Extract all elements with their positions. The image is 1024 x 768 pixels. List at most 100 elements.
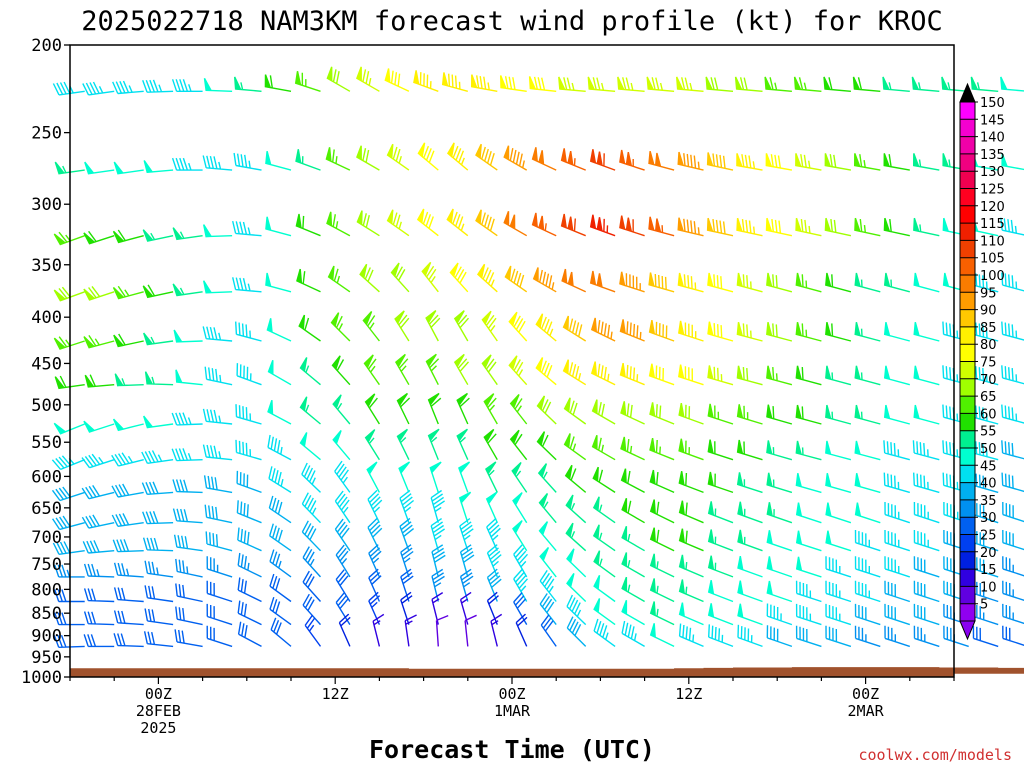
wind-barb — [441, 72, 468, 92]
barb-shape — [825, 603, 852, 626]
wind-barb — [458, 491, 472, 523]
wind-barb — [83, 634, 115, 648]
wind-barb — [113, 562, 144, 578]
wind-barb — [795, 556, 822, 578]
barb-shape — [707, 529, 734, 552]
wind-barb — [708, 624, 734, 648]
wind-barb — [619, 362, 645, 386]
barb-shape — [302, 570, 322, 602]
barb-shape — [172, 227, 203, 241]
barb-shape — [83, 634, 115, 648]
wind-barb — [736, 272, 763, 293]
wind-barb — [736, 322, 763, 342]
barb-shape — [884, 603, 911, 626]
wind-barb — [766, 556, 793, 578]
barb-shape — [591, 399, 616, 425]
wind-barb — [173, 329, 203, 343]
barb-shape — [54, 589, 85, 603]
wind-barb — [171, 157, 203, 171]
barb-shape — [384, 68, 410, 92]
wind-barb — [356, 210, 380, 237]
barb-shape — [562, 359, 587, 386]
wind-barb — [707, 471, 734, 494]
wind-barb — [560, 148, 586, 171]
wind-barb — [144, 371, 174, 386]
wind-barb — [266, 318, 292, 342]
wind-barb — [707, 439, 734, 461]
wind-barb — [825, 365, 852, 386]
colorbar-tick-label: 130 — [980, 165, 1005, 180]
barb-shape — [1000, 76, 1024, 92]
wind-barb — [83, 335, 115, 349]
wind-barb — [430, 489, 445, 523]
barb-shape — [854, 473, 881, 494]
wind-barb — [1002, 556, 1024, 577]
wind-barb — [539, 547, 557, 578]
wind-barb — [235, 439, 262, 461]
barb-shape — [1002, 529, 1024, 551]
wind-barb — [883, 365, 910, 386]
barb-shape — [82, 81, 115, 96]
wind-barb — [825, 502, 852, 524]
wind-barb — [171, 79, 203, 92]
barb-shape — [942, 321, 969, 342]
barb-shape — [486, 544, 502, 578]
wind-barb — [144, 560, 174, 578]
wind-barb — [427, 392, 442, 425]
barb-shape — [795, 322, 822, 342]
wind-barb — [825, 580, 852, 603]
wind-barb — [171, 412, 203, 426]
wind-barb — [766, 472, 793, 494]
colorbar-tick-label: 120 — [980, 200, 1005, 215]
barb-shape — [617, 76, 645, 92]
wind-barb — [824, 153, 852, 171]
barb-shape — [54, 375, 85, 390]
barb-shape — [441, 72, 468, 92]
barb-shape — [795, 556, 822, 578]
wind-barb — [561, 268, 586, 293]
wind-barb — [446, 142, 469, 171]
barb-shape — [852, 76, 881, 92]
wind-barb — [1000, 217, 1024, 236]
barb-shape — [593, 598, 616, 626]
wind-barb — [913, 404, 940, 425]
wind-barb — [143, 415, 174, 429]
wind-barb — [795, 502, 822, 524]
barb-shape — [566, 548, 587, 578]
barb-shape — [942, 440, 969, 461]
barb-shape — [678, 402, 704, 425]
wind-barb — [825, 530, 852, 552]
barb-shape — [458, 491, 472, 523]
barb-shape — [427, 392, 442, 425]
wind-barb — [269, 573, 292, 603]
barb-shape — [558, 76, 586, 92]
wind-barb — [112, 80, 144, 95]
wind-barb — [111, 513, 144, 527]
barb-shape — [1001, 321, 1024, 341]
barb-shape — [142, 511, 174, 525]
wind-barb — [621, 620, 645, 648]
wind-barb — [325, 147, 351, 171]
barb-shape — [413, 70, 439, 92]
wind-barb — [943, 625, 969, 648]
wind-barb — [620, 436, 645, 461]
barb-shape — [913, 365, 940, 386]
barb-shape — [269, 523, 292, 552]
wind-barb — [81, 485, 115, 500]
barb-shape — [854, 580, 881, 603]
wind-barb — [1001, 321, 1024, 341]
barb-shape — [913, 272, 940, 293]
wind-barb — [943, 501, 969, 524]
wind-barb — [481, 354, 498, 386]
wind-barb — [112, 418, 144, 432]
barb-shape — [112, 229, 144, 244]
wind-barb — [882, 76, 910, 92]
wind-barb — [175, 606, 203, 626]
wind-barb — [678, 471, 704, 494]
wind-barb — [237, 577, 262, 603]
barb-shape — [515, 613, 528, 647]
wind-barb — [883, 153, 910, 171]
wind-barb — [765, 153, 793, 171]
wind-barb — [500, 75, 527, 92]
barb-shape — [678, 320, 704, 342]
